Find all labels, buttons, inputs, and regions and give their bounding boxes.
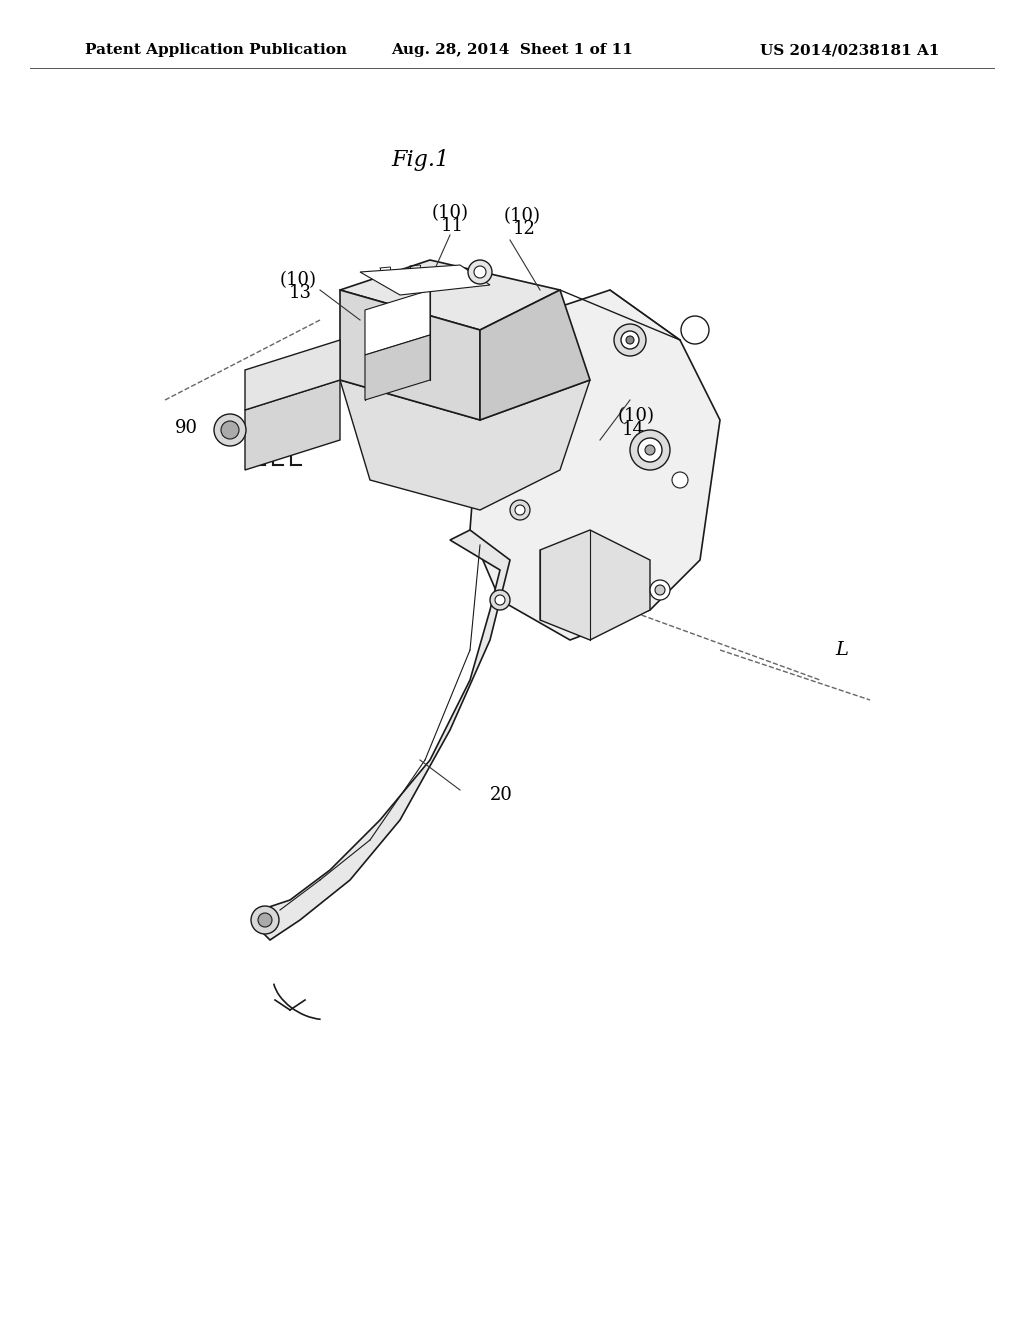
Polygon shape bbox=[340, 260, 560, 330]
Circle shape bbox=[474, 267, 486, 279]
Polygon shape bbox=[360, 265, 490, 294]
Polygon shape bbox=[340, 290, 480, 420]
Circle shape bbox=[645, 445, 655, 455]
Text: 20: 20 bbox=[490, 785, 513, 804]
Polygon shape bbox=[540, 531, 650, 640]
Text: (10): (10) bbox=[431, 205, 469, 222]
Circle shape bbox=[495, 595, 505, 605]
Polygon shape bbox=[245, 341, 340, 411]
Circle shape bbox=[630, 430, 670, 470]
Circle shape bbox=[490, 590, 510, 610]
Polygon shape bbox=[245, 380, 340, 470]
Polygon shape bbox=[260, 531, 510, 940]
Circle shape bbox=[621, 331, 639, 348]
Text: Patent Application Publication: Patent Application Publication bbox=[85, 44, 347, 57]
Circle shape bbox=[614, 323, 646, 356]
Text: 13: 13 bbox=[289, 284, 311, 302]
Text: L: L bbox=[835, 642, 848, 659]
Circle shape bbox=[672, 473, 688, 488]
Circle shape bbox=[638, 438, 662, 462]
Polygon shape bbox=[480, 290, 590, 420]
Text: (10): (10) bbox=[504, 207, 541, 224]
Circle shape bbox=[251, 906, 279, 935]
Circle shape bbox=[655, 585, 665, 595]
Text: 12: 12 bbox=[513, 220, 536, 238]
Text: Fig.1: Fig.1 bbox=[391, 149, 450, 172]
Circle shape bbox=[626, 337, 634, 345]
Circle shape bbox=[650, 579, 670, 601]
Text: 14: 14 bbox=[622, 421, 645, 440]
Circle shape bbox=[221, 421, 239, 440]
Polygon shape bbox=[340, 380, 590, 510]
Text: (10): (10) bbox=[618, 407, 655, 425]
Polygon shape bbox=[365, 290, 430, 355]
Circle shape bbox=[510, 500, 530, 520]
Polygon shape bbox=[365, 335, 430, 400]
Text: 90: 90 bbox=[175, 418, 198, 437]
Polygon shape bbox=[470, 290, 720, 640]
Circle shape bbox=[214, 414, 246, 446]
Circle shape bbox=[258, 913, 272, 927]
Circle shape bbox=[681, 315, 709, 345]
Circle shape bbox=[515, 506, 525, 515]
Circle shape bbox=[468, 260, 492, 284]
Text: US 2014/0238181 A1: US 2014/0238181 A1 bbox=[760, 44, 939, 57]
Text: Aug. 28, 2014  Sheet 1 of 11: Aug. 28, 2014 Sheet 1 of 11 bbox=[391, 44, 633, 57]
Text: 11: 11 bbox=[440, 216, 464, 235]
Text: (10): (10) bbox=[280, 271, 316, 289]
